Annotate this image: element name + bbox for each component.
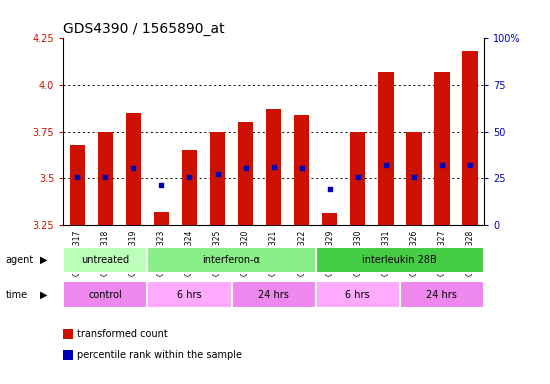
Text: ▶: ▶ bbox=[40, 290, 47, 300]
Bar bbox=[69, 144, 85, 225]
Bar bbox=[400, 281, 484, 308]
Point bbox=[270, 164, 278, 170]
Text: interferon-α: interferon-α bbox=[202, 255, 261, 265]
Point bbox=[213, 171, 222, 177]
Bar bbox=[63, 247, 147, 273]
Bar bbox=[316, 281, 400, 308]
Point bbox=[297, 165, 306, 171]
Text: agent: agent bbox=[6, 255, 34, 265]
Text: 24 hrs: 24 hrs bbox=[258, 290, 289, 300]
Bar bbox=[97, 131, 113, 225]
Point bbox=[382, 162, 390, 168]
Bar bbox=[266, 109, 282, 225]
Text: transformed count: transformed count bbox=[77, 329, 168, 339]
Text: 24 hrs: 24 hrs bbox=[426, 290, 458, 300]
Bar bbox=[462, 51, 478, 225]
Bar bbox=[434, 72, 450, 225]
Bar bbox=[322, 214, 338, 225]
Point bbox=[129, 165, 138, 171]
Text: interleukin 28B: interleukin 28B bbox=[362, 255, 437, 265]
Point bbox=[185, 174, 194, 180]
Bar bbox=[182, 150, 197, 225]
Bar bbox=[238, 122, 254, 225]
Point bbox=[353, 174, 362, 180]
Point bbox=[465, 162, 474, 168]
Point bbox=[73, 174, 82, 180]
Point bbox=[409, 174, 418, 180]
Bar bbox=[147, 281, 232, 308]
Point bbox=[241, 165, 250, 171]
Text: time: time bbox=[6, 290, 28, 300]
Bar bbox=[125, 113, 141, 225]
Bar bbox=[147, 247, 316, 273]
Bar bbox=[350, 131, 366, 225]
Bar bbox=[406, 131, 422, 225]
Bar bbox=[378, 72, 394, 225]
Text: 6 hrs: 6 hrs bbox=[345, 290, 370, 300]
Bar bbox=[232, 281, 316, 308]
Text: GDS4390 / 1565890_at: GDS4390 / 1565890_at bbox=[63, 22, 225, 36]
Point bbox=[157, 182, 166, 188]
Bar bbox=[316, 247, 484, 273]
Text: control: control bbox=[89, 290, 122, 300]
Text: percentile rank within the sample: percentile rank within the sample bbox=[77, 350, 242, 360]
Text: untreated: untreated bbox=[81, 255, 129, 265]
Bar bbox=[153, 212, 169, 225]
Bar bbox=[63, 281, 147, 308]
Bar bbox=[294, 115, 310, 225]
Point bbox=[326, 186, 334, 192]
Text: ▶: ▶ bbox=[40, 255, 47, 265]
Bar bbox=[210, 131, 226, 225]
Text: 6 hrs: 6 hrs bbox=[177, 290, 202, 300]
Point bbox=[438, 162, 447, 168]
Point bbox=[101, 174, 110, 180]
